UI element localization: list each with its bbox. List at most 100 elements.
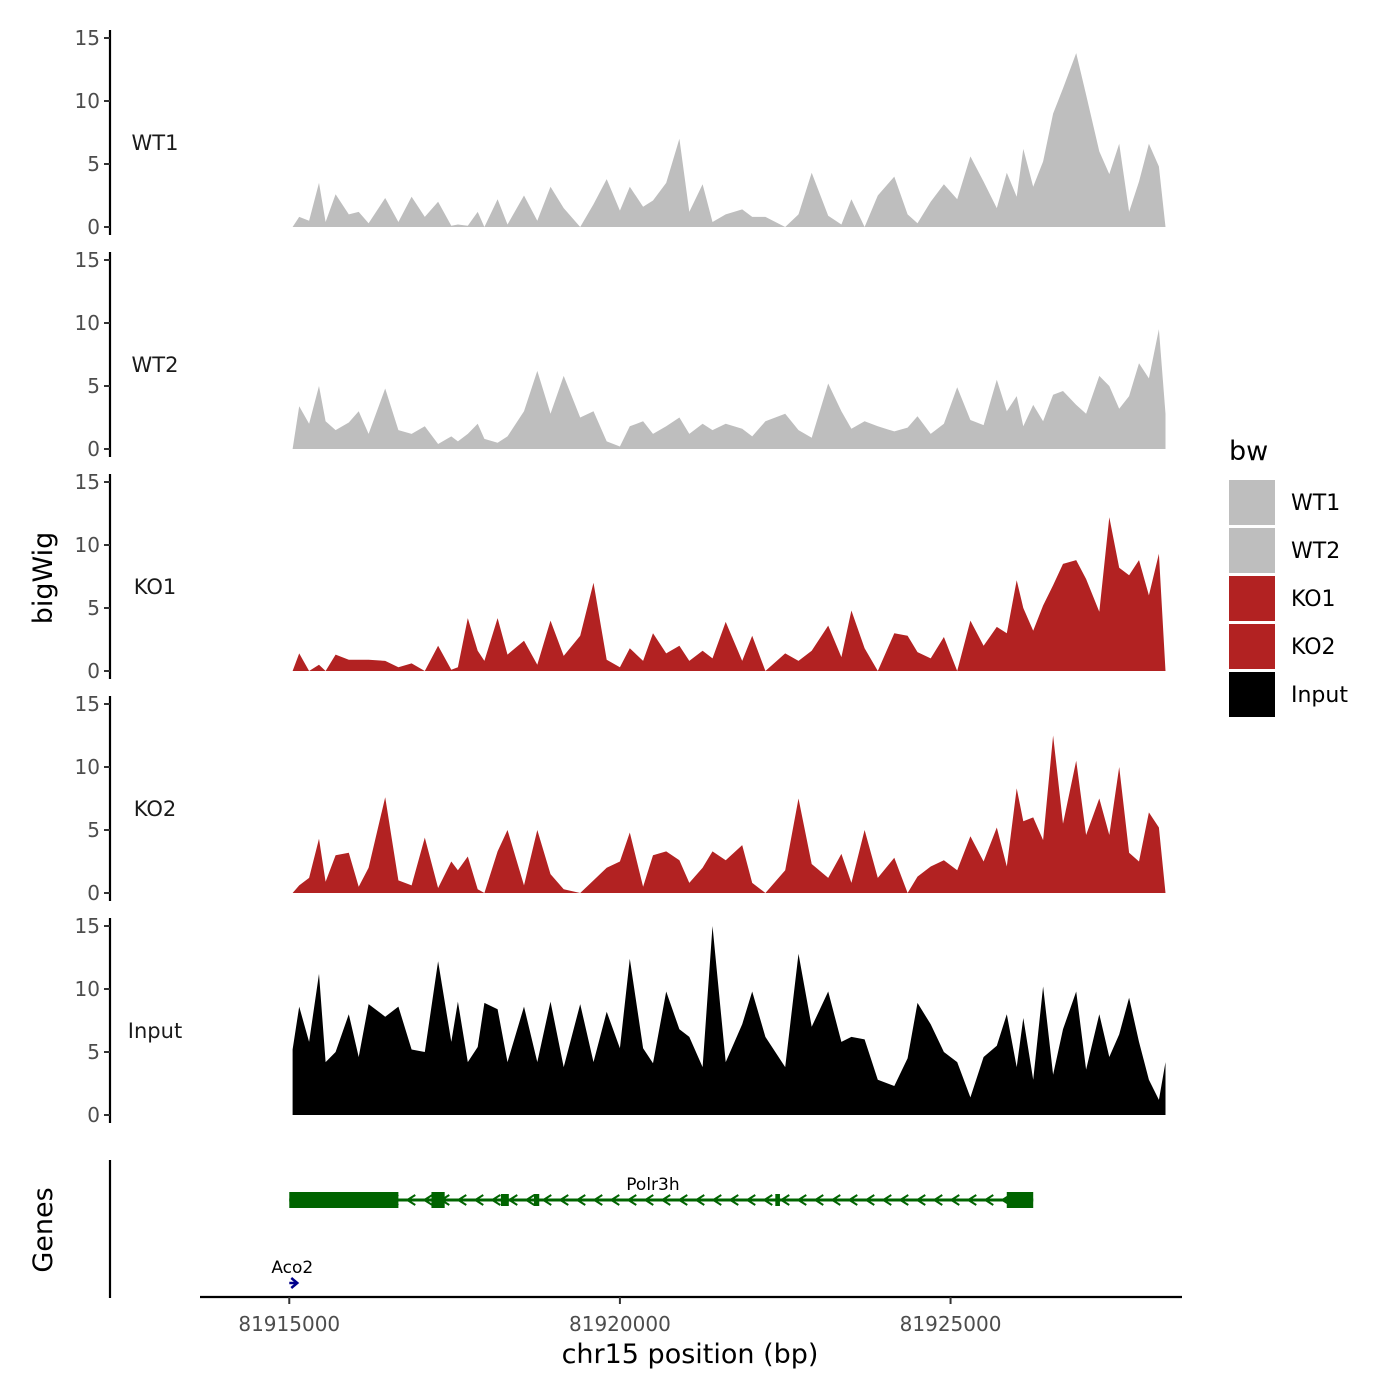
x-axis: 81915000 81920000 81925000 (200, 1295, 1182, 1336)
gene-label: Polr3h (626, 1175, 679, 1195)
y-tick-label: 5 (87, 374, 100, 398)
legend-label: KO1 (1291, 587, 1336, 612)
gene-aco2: Aco2 (271, 1258, 313, 1289)
area-series-wt2 (292, 329, 1166, 449)
legend-swatch (1229, 672, 1275, 717)
strand-chevron (677, 1194, 688, 1206)
legend-swatch (1229, 528, 1275, 573)
strand-chevron (609, 1194, 620, 1206)
strand-chevron (847, 1194, 858, 1206)
strand-chevron (626, 1194, 637, 1206)
legend-entry-ko1: KO1 (1229, 576, 1336, 621)
legend-label: Input (1291, 683, 1348, 708)
strand-chevron (898, 1194, 909, 1206)
strand-chevron (949, 1194, 960, 1206)
strand-chevron (779, 1194, 790, 1206)
x-tick-label: 81925000 (900, 1312, 1002, 1336)
y-tick-label: 5 (87, 152, 100, 176)
panel-wt1: 0 5 10 15 WT1 (75, 26, 1166, 239)
area-series-wt1 (292, 53, 1166, 227)
strand-chevron (745, 1194, 756, 1206)
legend-entry-wt2: WT2 (1229, 528, 1340, 573)
gene-polr3h: Polr3h (289, 1175, 1034, 1208)
y-tick-label: 10 (75, 311, 100, 335)
gene-exon (431, 1192, 445, 1208)
area-series-ko1 (292, 517, 1166, 671)
strand-chevron (830, 1194, 841, 1206)
x-tick-label: 81915000 (238, 1312, 340, 1336)
strand-chevron (694, 1194, 705, 1206)
strand-chevron (966, 1194, 977, 1206)
legend-entry-ko2: KO2 (1229, 624, 1336, 669)
strand-chevron (575, 1194, 586, 1206)
legend-swatch (1229, 624, 1275, 669)
genes-panel: Polr3h Aco2 (108, 1160, 1034, 1298)
track-label-wt2: WT2 (132, 353, 179, 377)
track-label-ko1: KO1 (134, 575, 177, 599)
gene-arrow (290, 1277, 300, 1289)
strand-chevron (405, 1194, 416, 1206)
y-tick-label: 5 (87, 1040, 100, 1064)
strand-chevron (592, 1194, 603, 1206)
legend: bw WT1 WT2 KO1 KO2 Input (1229, 436, 1348, 717)
strand-chevron (881, 1194, 892, 1206)
legend-label: KO2 (1291, 635, 1336, 660)
strand-chevron (915, 1194, 926, 1206)
y-tick-label: 15 (75, 914, 100, 938)
legend-entries: WT1 WT2 KO1 KO2 Input (1229, 480, 1348, 717)
strand-chevron (728, 1194, 739, 1206)
strand-chevron (864, 1194, 875, 1206)
y-tick-label: 15 (75, 692, 100, 716)
y-tick-label: 0 (87, 659, 100, 683)
genes-axis-title: Genes (28, 1187, 59, 1272)
gene-exon (289, 1192, 399, 1208)
legend-title: bw (1229, 436, 1268, 467)
strand-chevron (983, 1194, 994, 1206)
y-tick-label: 10 (75, 755, 100, 779)
track-label-wt1: WT1 (132, 131, 179, 155)
track-label-ko2: KO2 (134, 797, 177, 821)
strand-chevron (541, 1194, 552, 1206)
y-axis-title: bigWig (28, 532, 59, 625)
strand-chevron (762, 1194, 773, 1206)
panel-ko2: 0 5 10 15 KO2 (75, 692, 1166, 905)
y-tick-label: 0 (87, 1103, 100, 1127)
strand-chevron (507, 1194, 518, 1206)
y-tick-label: 15 (75, 26, 100, 50)
strand-chevron (490, 1194, 501, 1206)
strand-chevron (813, 1194, 824, 1206)
strand-chevron (643, 1194, 654, 1206)
panel-input: 0 5 10 15 Input (75, 914, 1166, 1127)
legend-entry-input: Input (1229, 672, 1348, 717)
strand-chevron (660, 1194, 671, 1206)
legend-label: WT1 (1291, 491, 1340, 516)
area-series-input (292, 926, 1166, 1115)
strand-chevron (473, 1194, 484, 1206)
y-tick-label: 10 (75, 977, 100, 1001)
gene-label: Aco2 (271, 1258, 313, 1278)
track-label-input: Input (128, 1019, 182, 1043)
x-tick-label: 81920000 (569, 1312, 671, 1336)
legend-entry-wt1: WT1 (1229, 480, 1340, 525)
x-axis-title: chr15 position (bp) (562, 1339, 819, 1370)
legend-swatch (1229, 576, 1275, 621)
gene-exon (533, 1194, 540, 1206)
strand-chevron (558, 1194, 569, 1206)
y-tick-label: 10 (75, 533, 100, 557)
legend-label: WT2 (1291, 539, 1340, 564)
strand-chevron (524, 1194, 535, 1206)
y-tick-label: 0 (87, 437, 100, 461)
strand-chevron (796, 1194, 807, 1206)
strand-chevron (711, 1194, 722, 1206)
strand-chevron (422, 1194, 433, 1206)
panel-ko1: 0 5 10 15 KO1 (75, 470, 1166, 683)
area-series-ko2 (292, 735, 1166, 893)
y-tick-label: 0 (87, 215, 100, 239)
y-tick-label: 5 (87, 596, 100, 620)
gene-exon (1006, 1192, 1034, 1208)
y-tick-label: 15 (75, 248, 100, 272)
y-tick-label: 10 (75, 89, 100, 113)
strand-chevron (456, 1194, 467, 1206)
panel-wt2: 0 5 10 15 WT2 (75, 248, 1166, 461)
